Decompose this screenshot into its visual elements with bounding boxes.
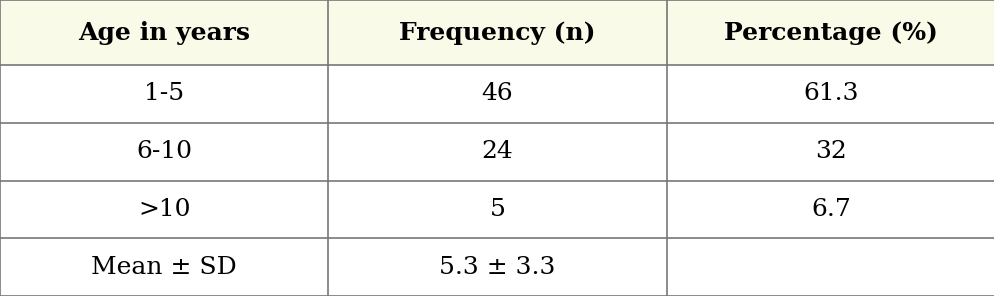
Bar: [666, 238, 994, 296]
Text: 6.7: 6.7: [810, 198, 850, 221]
Bar: [0, 0, 328, 65]
Bar: [0, 123, 328, 181]
Text: 5.3 ± 3.3: 5.3 ± 3.3: [439, 256, 555, 279]
Bar: [328, 123, 666, 181]
Text: 32: 32: [814, 140, 846, 163]
Text: Age in years: Age in years: [79, 20, 249, 45]
Text: 46: 46: [481, 83, 513, 105]
Bar: [0, 65, 328, 123]
Text: 61.3: 61.3: [802, 83, 858, 105]
Bar: [328, 238, 666, 296]
Bar: [666, 123, 994, 181]
Bar: [328, 0, 666, 65]
Text: >10: >10: [138, 198, 190, 221]
Text: Mean ± SD: Mean ± SD: [91, 256, 237, 279]
Text: 1-5: 1-5: [144, 83, 184, 105]
Bar: [328, 65, 666, 123]
Text: Percentage (%): Percentage (%): [724, 20, 936, 45]
Text: 5: 5: [489, 198, 505, 221]
Bar: [666, 181, 994, 238]
Bar: [666, 65, 994, 123]
Text: 6-10: 6-10: [136, 140, 192, 163]
Bar: [0, 181, 328, 238]
Bar: [0, 238, 328, 296]
Text: 24: 24: [481, 140, 513, 163]
Bar: [328, 181, 666, 238]
Bar: [666, 0, 994, 65]
Text: Frequency (n): Frequency (n): [399, 20, 595, 45]
